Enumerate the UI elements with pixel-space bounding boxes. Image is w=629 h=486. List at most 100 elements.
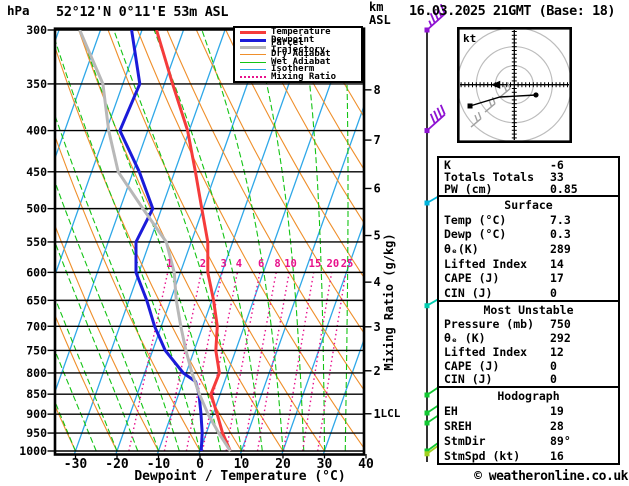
svg-text:-30: -30 xyxy=(64,457,88,472)
svg-text:20: 20 xyxy=(327,258,340,270)
table-row-label: StmSpd (kt) xyxy=(444,449,521,463)
svg-text:350: 350 xyxy=(26,77,47,91)
temperature-curve xyxy=(155,30,232,452)
dewpoint-curve xyxy=(118,30,204,452)
svg-text:3: 3 xyxy=(374,320,381,334)
table-row-label: CIN (J) xyxy=(444,285,493,300)
svg-text:450: 450 xyxy=(26,165,47,179)
table-row-value: 17 xyxy=(550,271,564,286)
svg-text:950: 950 xyxy=(26,426,47,440)
stats-table: K -6 Totals Totals 33 PW (cm) 0.85 xyxy=(437,156,620,197)
table-row-value: 0.85 xyxy=(550,182,578,197)
table-row-value: 12 xyxy=(550,344,564,359)
svg-text:700: 700 xyxy=(26,319,47,333)
svg-text:10: 10 xyxy=(234,457,250,472)
table-row: Totals Totals 33 xyxy=(439,170,618,184)
table-row-label: Dewp (°C) xyxy=(444,227,507,242)
table-row: SREH 28 xyxy=(439,419,618,434)
table-header: Most Unstable xyxy=(483,302,574,317)
parcel-trajectory-curve xyxy=(78,30,232,452)
svg-text:900: 900 xyxy=(26,407,47,421)
stats-table: Surface Temp (°C) 7.3 Dewp (°C) 0.3 θₑ(K) 289 L… xyxy=(437,195,620,302)
table-row-label: CAPE (J) xyxy=(444,358,500,373)
svg-text:1000: 1000 xyxy=(19,444,47,458)
svg-text:15: 15 xyxy=(309,258,322,270)
table-row: Temp (°C) 7.3 xyxy=(439,213,618,228)
svg-text:25: 25 xyxy=(341,258,354,270)
table-row-value: 7.3 xyxy=(550,212,571,227)
legend-label: Temperature xyxy=(271,27,331,38)
svg-text:6: 6 xyxy=(258,258,264,270)
pressure-axis-unit: hPa xyxy=(7,3,30,18)
table-row-label: StmDir xyxy=(444,434,486,449)
legend-label: Dewpoint xyxy=(271,34,315,45)
table-row: CIN (J) 0 xyxy=(439,286,618,301)
table-header: Hodograph xyxy=(497,389,560,404)
table-row-label: Pressure (mb) xyxy=(444,316,535,331)
table-row-value: 750 xyxy=(550,316,571,331)
table-header: Surface xyxy=(504,198,553,213)
table-row-label: Lifted Index xyxy=(444,256,528,271)
svg-text:-20: -20 xyxy=(105,457,129,472)
table-row-label: θₑ (K) xyxy=(444,330,486,345)
table-row: PW (cm) 0.85 xyxy=(439,182,618,197)
table-row-value: 19 xyxy=(550,404,564,419)
stats-table: Hodograph EH 19 SREH 28 StmDir 89° StmSpd (kt) 1… xyxy=(437,386,620,465)
svg-text:600: 600 xyxy=(26,265,47,279)
temperature-axis: -30 -20 -10 0 10 20 30 40 xyxy=(64,454,374,472)
svg-text:2: 2 xyxy=(374,364,381,378)
table-row-value: 89° xyxy=(550,434,571,449)
hodograph-trace xyxy=(469,94,537,107)
legend-item: Wet Adiabat xyxy=(235,57,361,66)
svg-text:750: 750 xyxy=(26,343,47,357)
table-row-value: -6 xyxy=(550,158,564,173)
table-row-label: CIN (J) xyxy=(444,372,493,387)
legend-item: Dewpoint xyxy=(235,34,361,45)
legend-swatch-dry-adiabat xyxy=(240,54,266,56)
table-row: Dewp (°C) 0.3 xyxy=(439,227,618,242)
table-row: EH 19 xyxy=(439,404,618,419)
svg-text:4: 4 xyxy=(374,275,381,289)
svg-text:20: 20 xyxy=(275,457,291,472)
storm-motion-marker xyxy=(490,80,501,89)
table-row-value: 28 xyxy=(550,419,564,434)
legend-item: Dry Adiabat xyxy=(235,49,361,60)
table-row-value: 0 xyxy=(550,285,557,300)
legend-item: Mixing Ratio xyxy=(235,72,361,81)
page-title: 52°12'N 0°11'E 53m ASL xyxy=(56,4,229,20)
mixing-ratio-labels: 1 2 3 4 6 8 10 15 20 25 xyxy=(166,258,353,270)
hodograph-unit-label: kt xyxy=(463,32,476,45)
svg-text:4: 4 xyxy=(236,258,242,270)
svg-text:850: 850 xyxy=(26,387,47,401)
table-row-label: K xyxy=(444,158,451,173)
legend-label: Dry Adiabat xyxy=(271,49,331,60)
table-row: Lifted Index 12 xyxy=(439,345,618,359)
hodograph-panel: kt xyxy=(457,27,572,143)
legend-swatch-temperature xyxy=(240,31,266,35)
svg-text:6: 6 xyxy=(374,181,381,195)
svg-text:650: 650 xyxy=(26,293,47,307)
svg-text:300: 300 xyxy=(26,23,47,37)
table-row-label: Temp (°C) xyxy=(444,212,507,227)
svg-text:40: 40 xyxy=(358,457,374,472)
table-row: θₑ(K) 289 xyxy=(439,242,618,257)
svg-text:30: 30 xyxy=(317,457,333,472)
table-row-value: 292 xyxy=(550,330,571,345)
table-row-value: 289 xyxy=(550,242,571,257)
table-row-value: 14 xyxy=(550,256,564,271)
svg-text:-10: -10 xyxy=(147,457,171,472)
svg-text:500: 500 xyxy=(26,202,47,216)
svg-text:10: 10 xyxy=(284,258,297,270)
table-row-label: SREH xyxy=(444,419,472,434)
legend: Temperature Dewpoint Parcel Trajectory Dry … xyxy=(233,26,363,83)
altitude-axis-unit: km ASL xyxy=(369,1,391,27)
legend-label: Parcel Trajectory xyxy=(271,38,326,56)
legend-swatch-parcel-trajectory xyxy=(240,45,266,49)
plot-border xyxy=(53,27,366,456)
table-row-label: Lifted Index xyxy=(444,344,528,359)
table-row: CAPE (J) 0 xyxy=(439,359,618,373)
table-row-value: 0 xyxy=(550,358,557,373)
table-row-label: CAPE (J) xyxy=(444,271,500,286)
hodograph-barb-icon xyxy=(499,81,511,98)
table-row-label: EH xyxy=(444,404,458,419)
